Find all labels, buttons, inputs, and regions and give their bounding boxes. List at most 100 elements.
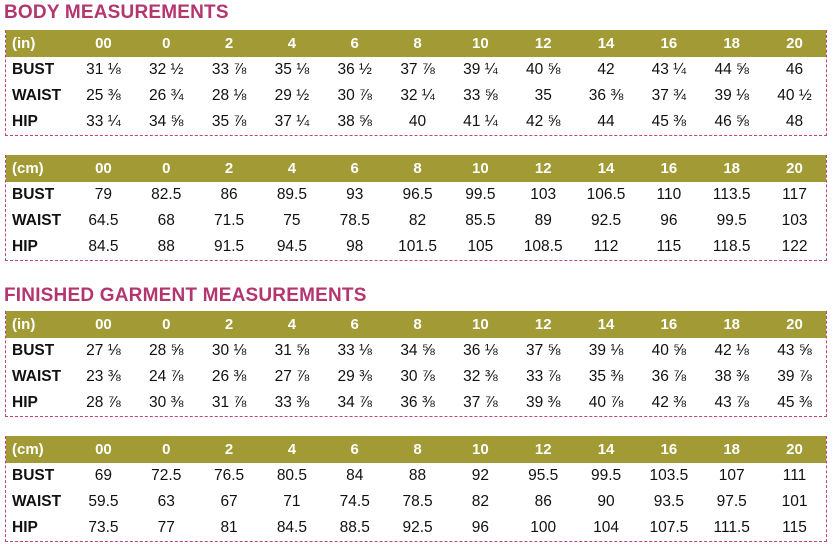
size-header: 6 — [350, 316, 359, 333]
measurement-cell: 92 — [471, 467, 489, 484]
measurement-cell: 107 — [718, 467, 745, 484]
measurement-cell: 103 — [530, 186, 557, 203]
size-header: 18 — [723, 35, 741, 52]
size-header: 2 — [224, 160, 234, 177]
measurement-cell: 31 ⅞ — [211, 394, 247, 411]
table-row: BUST 31 ⅛ 32 ½ 33 ⅞ 35 ⅛ 36 ½ 37 ⅞ 39 ¼ 40 ⅝ 42 43… — [6, 57, 826, 83]
measurement-cell: 42 ⅜ — [651, 394, 687, 411]
measurement-cell: 115 — [782, 519, 807, 536]
measurement-cell: 71.5 — [213, 212, 245, 229]
measurement-cell: 76.5 — [213, 467, 245, 484]
size-header: 14 — [597, 35, 615, 52]
measurement-cell: 79 — [94, 186, 113, 203]
measurement-cell: 92.5 — [402, 519, 433, 536]
measurement-cell: 40 ⅞ — [588, 394, 624, 411]
measurement-label: WAIST — [12, 493, 62, 510]
unit-label: (in) — [12, 35, 36, 52]
measurement-cell: 88.5 — [339, 519, 370, 536]
measurement-cell: 43 ⅝ — [777, 342, 812, 359]
table-row: BUST 79 82.5 86 89.5 93 96.5 99.5 103 106.5 110 113… — [6, 182, 826, 208]
measurement-cell: 39 ⅞ — [777, 368, 812, 385]
table-row: WAIST 64.5 68 71.5 75 78.5 82 85.5 89 92.5 96 99.5 1… — [6, 208, 826, 234]
size-header: 20 — [786, 35, 803, 52]
size-header: 0 — [162, 441, 171, 458]
measurement-cell: 45 ⅜ — [651, 113, 687, 130]
size-header: 2 — [224, 441, 234, 458]
unit-label: (in) — [12, 316, 36, 333]
table-row: HIP 28 ⅞ 30 ⅜ 31 ⅞ 33 ⅜ 34 ⅞ 36 ⅜ 37 ⅞ 39 ⅜ 40 ⅞ 4… — [6, 390, 826, 416]
size-header: 12 — [534, 160, 552, 177]
size-header: 0 — [162, 160, 171, 177]
measurement-cell: 103.5 — [649, 467, 689, 484]
size-header: 14 — [597, 316, 615, 333]
size-header: 6 — [350, 441, 359, 458]
table-row: HIP 33 ¼ 34 ⅝ 35 ⅞ 37 ¼ 38 ⅝ 40 41 ¼ 42 ⅝ 44 45 ⅜ 4… — [6, 109, 826, 135]
measurement-cell: 33 ⅝ — [463, 87, 498, 104]
measurement-cell: 46 — [785, 61, 804, 78]
measurement-cell: 40 — [408, 113, 427, 130]
measurement-cell: 32 ½ — [149, 61, 184, 78]
size-header: 12 — [534, 316, 552, 333]
measurement-cell: 78.5 — [402, 493, 433, 510]
measurement-cell: 99.5 — [590, 467, 622, 484]
measurement-cell: 71 — [283, 493, 301, 510]
measurement-cell: 43 ⅞ — [714, 394, 749, 411]
finished-garment-cm-table: (cm) 00 0 2 4 6 8 10 12 14 16 18 20 BUST 69 72.5 76.5 80.… — [5, 436, 827, 542]
measurement-cell: 91.5 — [213, 238, 245, 255]
measurement-cell: 39 ⅛ — [714, 87, 749, 104]
measurement-cell: 84.5 — [276, 519, 307, 536]
size-header: 14 — [597, 441, 615, 458]
measurement-cell: 96.5 — [402, 186, 433, 203]
measurement-cell: 37 ¾ — [651, 87, 687, 104]
measurement-cell: 115 — [656, 238, 682, 255]
measurement-cell: 37 ⅞ — [463, 394, 498, 411]
table-row: WAIST 59.5 63 67 71 74.5 78.5 82 86 90 93.5 97.5 101 — [6, 489, 826, 515]
measurement-cell: 38 ⅜ — [714, 368, 749, 385]
finished-garment-measurements-title: FINISHED GARMENT MEASUREMENTS — [4, 285, 367, 306]
measurement-cell: 33 ⅜ — [274, 394, 310, 411]
measurement-cell: 35 — [534, 87, 552, 104]
size-header: 18 — [723, 160, 741, 177]
measurement-cell: 111.5 — [713, 519, 750, 536]
measurement-cell: 88 — [157, 238, 175, 255]
measurement-cell: 93 — [346, 186, 364, 203]
size-header: 16 — [660, 316, 678, 333]
size-header: 12 — [534, 35, 552, 52]
measurement-cell: 81 — [220, 519, 238, 536]
size-header: 00 — [95, 316, 112, 333]
measurement-cell: 101 — [781, 493, 808, 510]
table-row: BUST 27 ⅛ 28 ⅝ 30 ⅛ 31 ⅝ 33 ⅛ 34 ⅝ 36 ⅛ 37 ⅝ 39 ⅛… — [6, 338, 826, 364]
size-header: 18 — [723, 316, 741, 333]
body-measurements-title: BODY MEASUREMENTS — [4, 2, 229, 23]
size-header: 6 — [350, 35, 359, 52]
table-header-row: (in) 00 0 2 4 6 8 10 12 14 16 18 20 — [6, 30, 826, 57]
size-header: 8 — [413, 160, 422, 177]
table-header-row: (cm) 00 0 2 4 6 8 10 12 14 16 18 20 — [6, 436, 826, 463]
measurement-cell: 84 — [346, 467, 364, 484]
measurement-cell: 104 — [593, 519, 619, 536]
measurement-cell: 90 — [597, 493, 615, 510]
measurement-cell: 30 ⅛ — [211, 342, 247, 359]
unit-label: (cm) — [12, 160, 44, 177]
measurement-cell: 27 ⅞ — [274, 368, 310, 385]
table-row: WAIST 25 ⅜ 26 ¾ 28 ⅛ 29 ½ 30 ⅞ 32 ¼ 33 ⅝ 35 36 ⅜ 3… — [6, 83, 826, 109]
measurement-cell: 35 ⅛ — [274, 61, 310, 78]
size-header: 8 — [413, 35, 422, 52]
measurement-cell: 67 — [220, 493, 238, 510]
measurement-label: BUST — [12, 61, 55, 78]
measurement-label: HIP — [12, 238, 38, 255]
measurement-cell: 96 — [660, 212, 678, 229]
unit-label: (cm) — [12, 441, 44, 458]
measurement-cell: 86 — [220, 186, 238, 203]
size-header: 4 — [287, 160, 297, 177]
size-header: 10 — [472, 35, 489, 52]
size-header: 18 — [723, 441, 741, 458]
measurement-cell: 32 ⅜ — [463, 368, 498, 385]
size-header: 16 — [660, 35, 678, 52]
measurement-cell: 113.5 — [712, 186, 751, 203]
measurement-cell: 118.5 — [712, 238, 751, 255]
measurement-cell: 34 ⅞ — [337, 394, 372, 411]
measurement-cell: 36 ⅞ — [651, 368, 687, 385]
size-header: 8 — [413, 316, 422, 333]
measurement-cell: 42 ⅛ — [714, 342, 749, 359]
